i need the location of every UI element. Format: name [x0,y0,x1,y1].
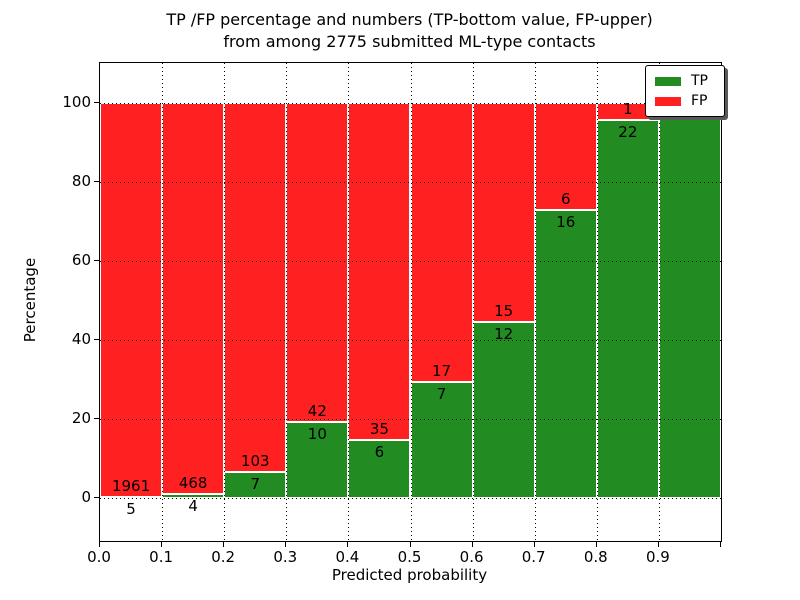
y-tick-label-60: 60 [71,250,91,269]
x-tick-label-0.5: 0.5 [397,548,422,566]
gridline-x-0.2 [224,63,226,541]
x-tick-label-0.1: 0.1 [149,548,174,566]
tp-count-label-0.7-0.8: 16 [556,213,576,232]
gridline-x-0.7 [534,63,536,541]
x-tick-0.7 [533,542,535,547]
legend-item-fp: FP [655,91,724,111]
x-tick-0.1 [161,542,163,547]
fp-count-label-0.1-0.2: 468 [178,474,208,493]
y-tick-label-100: 100 [62,92,91,111]
gridline-x-0.3 [286,63,288,541]
fp-count-label-0.5-0.6: 17 [432,362,452,381]
y-tick-0 [94,496,99,498]
x-tick-0.4 [347,542,349,547]
fp-count-label-0.6-0.7: 15 [494,301,514,320]
chart-title-line2: from among 2775 submitted ML-type contac… [223,32,596,51]
x-tick-label-0.8: 0.8 [583,548,608,566]
tp-count-label-0.3-0.4: 10 [307,424,327,443]
bar-tp-0.7-0.8 [534,210,597,498]
bar-fp-0.1-0.2 [162,102,225,495]
gridline-x-0.6 [472,63,474,541]
x-tick-0.5 [409,542,411,547]
x-tick-label-0.0: 0.0 [87,548,111,566]
x-tick-0.3 [285,542,287,547]
tp-count-label-0.1-0.2: 4 [188,497,198,516]
y-tick-60 [94,259,99,261]
gridline-x-0.4 [348,63,350,541]
x-tick-label-0.6: 0.6 [459,548,484,566]
x-tick-label-0.2: 0.2 [211,548,236,566]
bar-tp-0.8-0.9 [596,119,659,498]
x-tick-0.6 [471,542,473,547]
bar-fp-0.2-0.3 [224,102,287,473]
bar-tp-0.5-0.6 [410,382,473,498]
bar-fp-0.3-0.4 [286,102,349,422]
bar-tp-0.9-1.0 [658,102,721,498]
legend: TP FP [645,65,725,117]
chart-title: TP /FP percentage and numbers (TP-bottom… [99,9,720,53]
gridline-x-0.5 [410,63,412,541]
x-tick-0.0 [99,542,100,547]
bar-tp-0.6-0.7 [472,321,535,498]
fp-count-label-0.4-0.5: 35 [369,419,389,438]
x-tick-label-0.3: 0.3 [273,548,298,566]
y-tick-80 [94,180,99,182]
bar-fp-0.6-0.7 [472,102,535,322]
fp-count-label-0.0-0.1: 1961 [111,476,151,495]
x-tick-1.0 [720,542,721,547]
tp-swatch-icon [655,76,681,86]
x-tick-label-0.4: 0.4 [335,548,360,566]
fp-swatch-icon [655,96,681,106]
y-tick-40 [94,338,99,340]
bar-fp-0.0-0.1 [100,102,163,497]
x-tick-label-0.9: 0.9 [645,548,670,566]
y-tick-label-0: 0 [81,487,91,506]
tp-count-label-0.6-0.7: 12 [494,324,514,343]
tp-count-label-0.0-0.1: 5 [126,499,136,518]
x-tick-0.8 [595,542,597,547]
x-tick-0.9 [657,542,659,547]
gridline-x-0.1 [162,63,164,541]
x-tick-0.2 [223,542,225,547]
x-tick-label-0.7: 0.7 [521,548,546,566]
bar-tp-0.4-0.5 [348,439,411,498]
tp-count-label-0.8-0.9: 22 [618,122,638,141]
legend-label-fp: FP [691,93,708,109]
fp-count-label-0.2-0.3: 103 [240,452,270,471]
tp-count-label-0.2-0.3: 7 [250,475,261,494]
fp-count-label-0.8-0.9: 1 [623,99,633,118]
legend-item-tp: TP [655,71,724,91]
chart-title-line1: TP /FP percentage and numbers (TP-bottom… [166,10,653,29]
y-tick-label-40: 40 [71,329,91,348]
bar-fp-0.4-0.5 [348,102,411,440]
y-tick-100 [94,101,99,103]
fp-count-label-0.7-0.8: 6 [560,190,571,209]
plot-area: 19615468410374210356177151261612238 [99,62,722,542]
bar-fp-0.7-0.8 [534,102,597,211]
x-axis-label: Predicted probability [331,566,488,584]
y-tick-label-20: 20 [71,408,91,427]
gridline-x-0.9 [658,63,660,541]
fp-count-label-0.3-0.4: 42 [307,401,327,420]
y-axis-label: Percentage [21,257,39,343]
legend-label-tp: TP [691,73,708,89]
gridline-x-0.8 [596,63,598,541]
bar-tp-0.3-0.4 [286,421,349,498]
bar-tp-0.2-0.3 [224,472,287,498]
y-tick-20 [94,417,99,419]
tp-count-label-0.5-0.6: 7 [436,385,447,404]
y-tick-label-80: 80 [71,171,91,190]
tp-count-label-0.4-0.5: 6 [374,442,385,461]
